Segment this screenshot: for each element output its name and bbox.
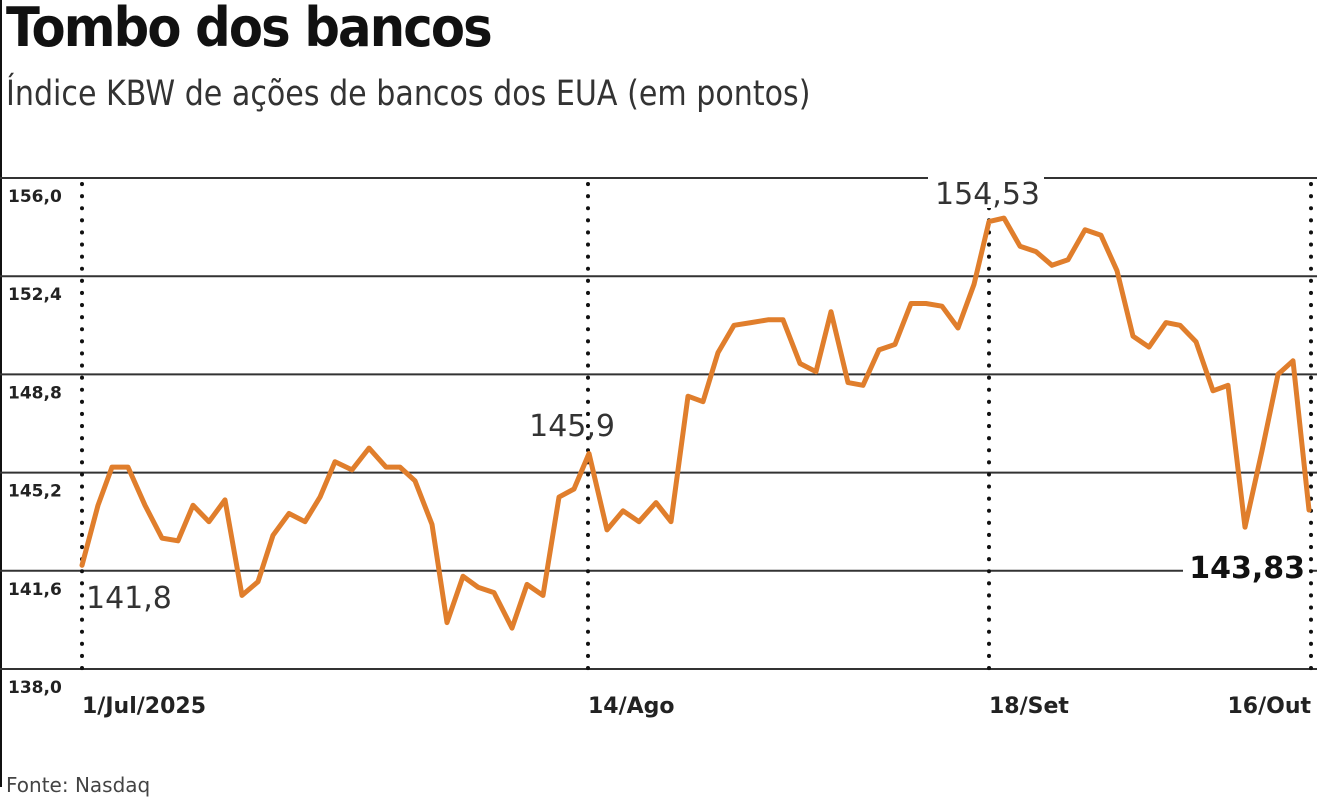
value-annotations: 141,8 145,9 154,53 143,83 bbox=[86, 176, 1309, 616]
x-tick-label: 1/Jul/2025 bbox=[82, 694, 206, 719]
kbw-index-line bbox=[79, 215, 1312, 631]
left-border-rule bbox=[0, 0, 2, 787]
y-tick-label: 145,2 bbox=[8, 482, 62, 502]
value-annotation: 141,8 bbox=[86, 581, 172, 616]
chart-title: Tombo dos bancos bbox=[6, 0, 493, 59]
gridlines bbox=[0, 177, 1317, 670]
value-annotation: 143,83 bbox=[1189, 551, 1305, 586]
source-note: Fonte: Nasdaq bbox=[6, 773, 151, 797]
y-tick-label: 138,0 bbox=[8, 678, 62, 698]
x-tick-label: 16/Out bbox=[1227, 694, 1311, 719]
y-tick-label: 148,8 bbox=[8, 383, 62, 403]
y-tick-label: 156,0 bbox=[8, 187, 62, 207]
chart-subtitle: Índice KBW de ações de bancos dos EUA (e… bbox=[6, 74, 811, 114]
y-tick-label: 141,6 bbox=[8, 580, 62, 600]
date-marker-lines bbox=[80, 182, 1313, 671]
y-axis-labels: 156,0 152,4 148,8 145,2 141,6 138,0 bbox=[8, 187, 62, 698]
value-annotation: 154,53 bbox=[935, 177, 1040, 212]
y-tick-label: 152,4 bbox=[8, 285, 62, 305]
x-tick-label: 18/Set bbox=[989, 694, 1069, 719]
x-axis-labels: 1/Jul/2025 14/Ago 18/Set 16/Out bbox=[82, 694, 1311, 719]
value-annotation: 145,9 bbox=[529, 409, 615, 444]
x-tick-label: 14/Ago bbox=[588, 694, 675, 719]
